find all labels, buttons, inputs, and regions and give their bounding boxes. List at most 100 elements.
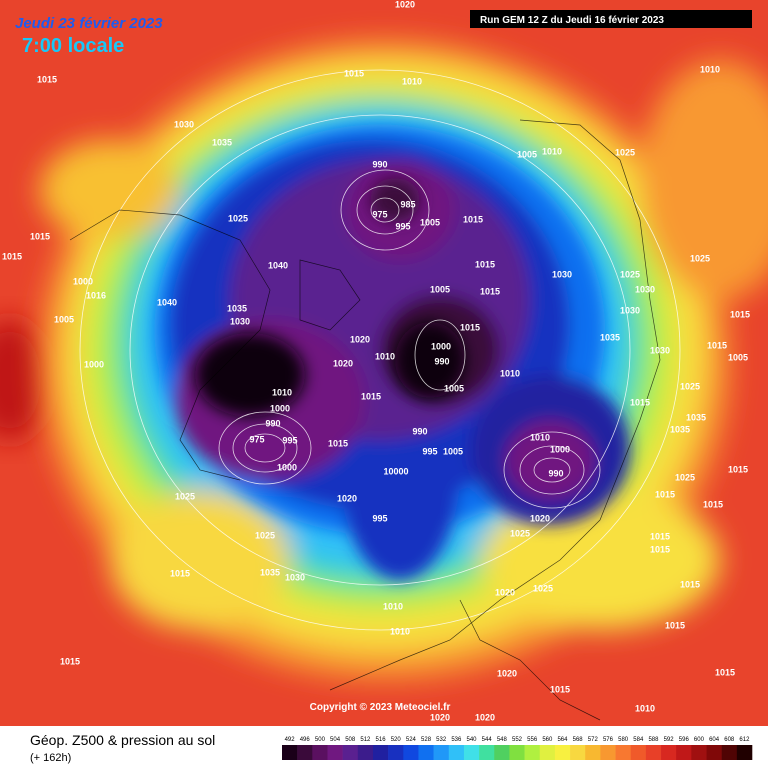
colorbar-swatch [615, 745, 632, 760]
pressure-label: 1000 [270, 403, 290, 413]
pressure-label: 1020 [475, 712, 495, 722]
pressure-label: 1010 [635, 703, 655, 713]
colorbar-swatch [706, 745, 722, 760]
pressure-label: 1015 [550, 684, 570, 694]
pressure-label: 1015 [170, 568, 190, 578]
pressure-label: 990 [265, 418, 280, 428]
colorbar-swatch [312, 745, 328, 760]
pressure-label: 1015 [707, 340, 727, 350]
colorbar-label: 596 [679, 737, 690, 743]
colorbar-label: 584 [633, 737, 644, 743]
colorbar-swatch [494, 745, 510, 760]
pressure-label: 1030 [620, 305, 640, 315]
colorbar-swatch [600, 745, 616, 760]
colorbar-swatch [585, 745, 601, 760]
colorbar-swatch [479, 745, 495, 760]
pressure-label: 1015 [37, 74, 57, 84]
pressure-label: 1020 [395, 0, 415, 9]
pressure-label: 1035 [212, 137, 232, 147]
pressure-label: 1020 [350, 334, 370, 344]
pressure-label: 995 [282, 435, 297, 445]
pressure-label: 1000 [431, 341, 451, 351]
colorbar-swatch [661, 745, 677, 760]
pressure-label: 1015 [361, 391, 381, 401]
pressure-label: 1010 [500, 368, 520, 378]
pressure-label: 1015 [630, 397, 650, 407]
pressure-label: 1010 [700, 64, 720, 74]
pressure-label: 1000 [84, 359, 104, 369]
colorbar-label: 528 [421, 737, 432, 743]
pressure-labels: 1020 1015 1015 1010 1010 1030 1035 1005 1010 1025… [2, 0, 750, 722]
pressure-label: 1015 [480, 286, 500, 296]
pressure-label: 1020 [430, 712, 450, 722]
colorbar-swatch [524, 745, 541, 760]
pressure-label: 1005 [444, 383, 464, 393]
pressure-label: 1015 [30, 231, 50, 241]
pressure-label: 1005 [517, 149, 537, 159]
colorbar-label: 504 [330, 737, 341, 743]
pressure-label: 1020 [530, 513, 550, 523]
colorbar-swatch [570, 745, 586, 760]
pressure-label: 1025 [533, 583, 553, 593]
pressure-label: 1010 [383, 601, 403, 611]
colorbar-label: 532 [436, 737, 447, 743]
colorbar-swatch [691, 745, 707, 760]
pressure-label: 1025 [255, 530, 275, 540]
colorbar-label: 544 [482, 737, 493, 743]
pressure-label: 990 [412, 426, 427, 436]
colorbar-swatch [372, 745, 389, 760]
isobars [79, 69, 681, 631]
pressure-label: 1015 [463, 214, 483, 224]
colorbar-swatch [721, 745, 738, 760]
pressure-label: 1005 [728, 352, 748, 362]
colorbar-label: 604 [709, 737, 720, 743]
pressure-label: 1040 [157, 297, 177, 307]
pressure-label: 1005 [54, 314, 74, 324]
pressure-label: 1030 [285, 572, 305, 582]
colorbar-label: 540 [467, 737, 478, 743]
colorbar-swatch [736, 745, 753, 760]
colorbar-label: 580 [618, 737, 629, 743]
colorbar: 492 496 500 504 508 512 516 520 524 528 532 536 540 5… [282, 737, 753, 760]
pressure-label: 1000 [550, 444, 570, 454]
pressure-label: 1015 [650, 531, 670, 541]
pressure-label: 1016 [86, 290, 106, 300]
colorbar-swatch [448, 745, 465, 760]
colorbar-label: 592 [664, 737, 675, 743]
colorbar-label: 500 [315, 737, 326, 743]
pressure-label: 1015 [703, 499, 723, 509]
pressure-label: 1035 [227, 303, 247, 313]
coastlines [69, 119, 661, 721]
colorbar-label: 548 [497, 737, 508, 743]
pressure-label: 1025 [620, 269, 640, 279]
footer-title: Géop. Z500 & pression au sol [30, 732, 215, 748]
run-label: Run GEM 12 Z du Jeudi 16 février 2023 [480, 15, 664, 26]
pressure-label: 1020 [495, 587, 515, 597]
colorbar-swatch [327, 745, 343, 760]
colorbar-label: 524 [406, 737, 417, 743]
pressure-label: 10000 [383, 466, 408, 476]
pressure-label: 1000 [73, 276, 93, 286]
footer-lead: (+ 162h) [30, 752, 71, 764]
pressure-label: 1015 [60, 656, 80, 666]
pressure-label: 1035 [670, 424, 690, 434]
pressure-label: 1015 [665, 620, 685, 630]
pressure-label: 1025 [510, 528, 530, 538]
pressure-label: 1010 [272, 387, 292, 397]
pressure-label: 1025 [690, 253, 710, 263]
colorbar-swatch [554, 745, 571, 760]
pressure-label: 1020 [333, 358, 353, 368]
colorbar-label: 560 [542, 737, 553, 743]
pressure-label: 1010 [542, 146, 562, 156]
pressure-label: 1000 [277, 462, 297, 472]
run-bar [470, 10, 752, 28]
colorbar-label: 572 [588, 737, 599, 743]
pressure-label: 995 [422, 446, 437, 456]
pressure-label: 1025 [615, 147, 635, 157]
pressure-label: 1015 [730, 309, 750, 319]
colorbar-swatch [282, 745, 298, 760]
colorbar-swatch [539, 745, 556, 760]
pressure-label: 1025 [175, 491, 195, 501]
colorbar-swatch [463, 745, 480, 760]
